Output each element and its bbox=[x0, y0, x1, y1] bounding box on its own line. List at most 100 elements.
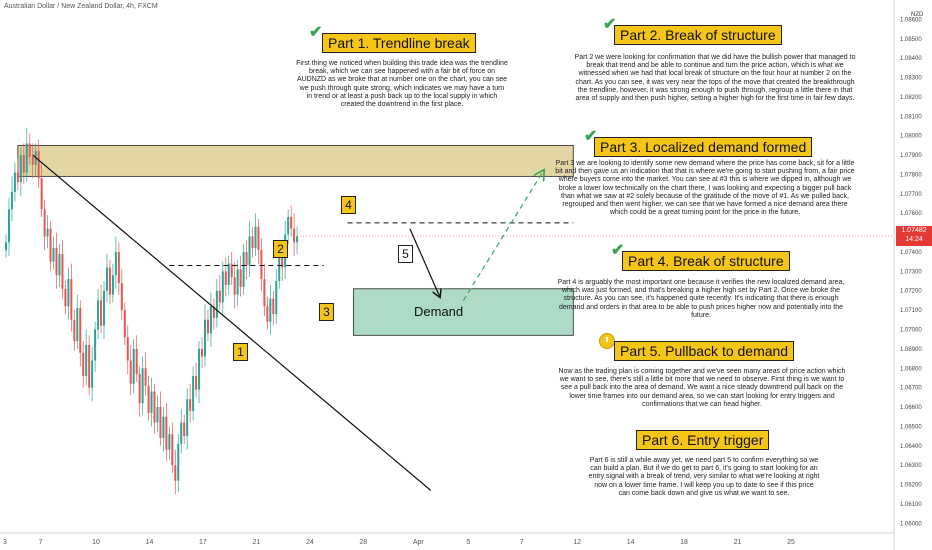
y-tick-label: 1.06500 bbox=[900, 424, 922, 430]
candle-body bbox=[10, 191, 13, 210]
y-tick-label: 1.07800 bbox=[900, 172, 922, 178]
y-tick-label: 1.08200 bbox=[900, 95, 922, 101]
candle-body bbox=[67, 279, 70, 307]
candle-body bbox=[123, 310, 126, 338]
candle-body bbox=[177, 443, 180, 481]
candle-body bbox=[76, 308, 79, 342]
y-tick-label: 1.07700 bbox=[900, 192, 922, 198]
x-tick-label: 12 bbox=[573, 539, 581, 546]
candle-body bbox=[28, 143, 31, 157]
y-tick-label: 1.08600 bbox=[900, 17, 922, 23]
candle-body bbox=[129, 360, 132, 384]
candle-body bbox=[290, 217, 293, 229]
candle-body bbox=[168, 434, 171, 450]
candle-body bbox=[61, 253, 64, 289]
candle-body bbox=[159, 407, 162, 439]
y-tick-label: 1.06900 bbox=[900, 347, 922, 353]
candle-body bbox=[239, 269, 242, 287]
x-tick-label: 7 bbox=[520, 539, 524, 546]
y-tick-label: 1.06300 bbox=[900, 463, 922, 469]
marker-3: 3 bbox=[319, 303, 334, 321]
marker-1: 1 bbox=[233, 343, 248, 361]
candle-body bbox=[43, 209, 46, 237]
candle-body bbox=[79, 308, 82, 353]
candle-body bbox=[260, 250, 263, 280]
x-tick-label: 10 bbox=[92, 539, 100, 546]
part6-title: Part 6. Entry trigger bbox=[636, 430, 770, 450]
candle-body bbox=[138, 374, 141, 404]
candle-body bbox=[13, 172, 16, 192]
candle-body bbox=[156, 407, 159, 423]
y-tick-label: 1.06200 bbox=[900, 483, 922, 489]
candle-body bbox=[230, 263, 233, 278]
supply-zone bbox=[17, 144, 574, 177]
candle-body bbox=[73, 319, 76, 342]
candle-body bbox=[165, 416, 168, 450]
part5-text: Now as the trading plan is coming togeth… bbox=[558, 368, 846, 408]
candle-body bbox=[117, 251, 120, 283]
x-tick-label: 14 bbox=[627, 539, 635, 546]
candle-body bbox=[201, 348, 204, 357]
part1-text: First thing we noticed when building thi… bbox=[296, 60, 508, 109]
marker-4: 4 bbox=[341, 196, 356, 214]
candle-body bbox=[153, 391, 156, 423]
candle-body bbox=[70, 279, 73, 320]
y-tick-label: 1.08000 bbox=[900, 134, 922, 140]
bar-countdown: 14:24 bbox=[905, 236, 923, 243]
candle-body bbox=[19, 155, 22, 183]
candle-body bbox=[180, 422, 183, 444]
candle-body bbox=[7, 209, 10, 243]
candle-body bbox=[52, 248, 55, 262]
candle-body bbox=[257, 226, 260, 251]
x-tick-label: 17 bbox=[199, 539, 207, 546]
part2-title: Part 2. Break of structure bbox=[614, 25, 782, 45]
candle-body bbox=[22, 155, 25, 173]
candle-body bbox=[192, 376, 195, 411]
part5-title: Part 5. Pullback to demand bbox=[614, 341, 795, 361]
candle-body bbox=[281, 255, 284, 268]
candle-body bbox=[224, 271, 227, 285]
candle-body bbox=[135, 348, 138, 375]
candle-body bbox=[275, 281, 278, 314]
x-tick-label: 3 bbox=[3, 539, 7, 546]
x-tick-label: 25 bbox=[787, 539, 795, 546]
demand-zone bbox=[353, 288, 574, 336]
marker-5: 5 bbox=[398, 245, 413, 263]
candle-body bbox=[269, 298, 272, 322]
y-tick-label: 1.08300 bbox=[900, 76, 922, 82]
candle-body bbox=[203, 319, 206, 357]
candle-body bbox=[162, 416, 165, 439]
y-tick-label: 1.07100 bbox=[900, 308, 922, 314]
candle-body bbox=[126, 337, 129, 361]
x-tick-label: 28 bbox=[359, 539, 367, 546]
candle-body bbox=[91, 360, 94, 388]
y-tick-label: 1.07300 bbox=[900, 269, 922, 275]
candle-body bbox=[55, 248, 58, 276]
y-tick-label: 1.07000 bbox=[900, 327, 922, 333]
candle-body bbox=[287, 217, 290, 235]
x-tick-label: 21 bbox=[252, 539, 260, 546]
candle-body bbox=[103, 290, 106, 326]
candle-body bbox=[105, 267, 108, 291]
candle-body bbox=[132, 348, 135, 384]
candle-body bbox=[111, 275, 114, 295]
y-tick-label: 1.06700 bbox=[900, 386, 922, 392]
candle-body bbox=[88, 344, 91, 388]
x-tick-label: 5 bbox=[466, 539, 470, 546]
candle-body bbox=[100, 300, 103, 326]
x-tick-label: 14 bbox=[146, 539, 154, 546]
candle-body bbox=[147, 385, 150, 413]
candle-body bbox=[293, 228, 296, 243]
candle-body bbox=[221, 271, 224, 303]
check-icon: ✔ bbox=[611, 242, 625, 259]
candle-body bbox=[114, 251, 117, 276]
y-tick-label: 1.07200 bbox=[900, 289, 922, 295]
candle-body bbox=[248, 236, 251, 266]
clock-icon bbox=[599, 333, 615, 349]
instrument-header: Australian Dollar / New Zealand Dollar, … bbox=[4, 3, 158, 10]
candle-body bbox=[215, 290, 218, 318]
candle-body bbox=[40, 178, 43, 210]
candle-body bbox=[212, 306, 215, 318]
y-tick-label: 1.06600 bbox=[900, 405, 922, 411]
